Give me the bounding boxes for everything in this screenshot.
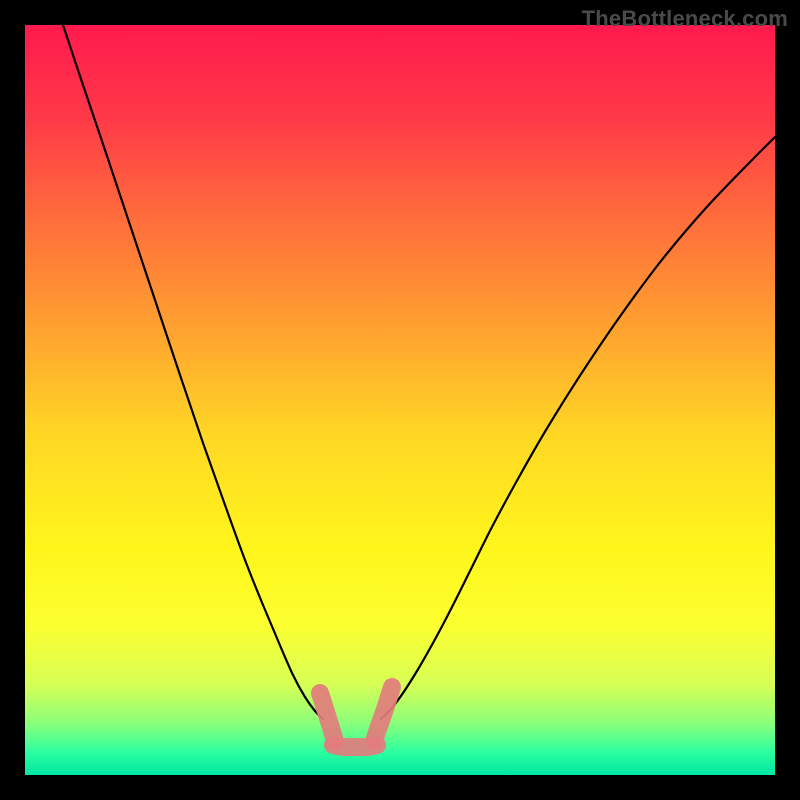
watermark-text: TheBottleneck.com: [582, 6, 788, 32]
curve-line: [63, 25, 323, 719]
chart-curves: [25, 25, 775, 775]
curve-line: [381, 137, 775, 719]
trough-highlight: [374, 687, 392, 741]
bottleneck-chart: [25, 25, 775, 775]
trough-highlight: [320, 693, 335, 741]
